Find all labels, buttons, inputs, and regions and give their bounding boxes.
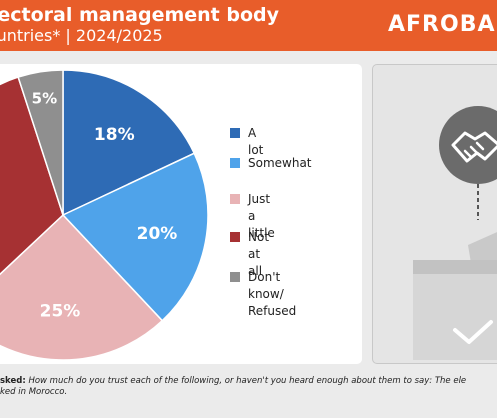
- ballot-box-icon: [413, 232, 497, 360]
- slice-label: 18%: [94, 125, 135, 145]
- legend-item-dont-know: Don't know/ Refused: [230, 269, 296, 320]
- legend-label: Somewhat: [248, 156, 312, 170]
- asked-label: sked:: [0, 376, 26, 386]
- legend-swatch: [230, 194, 240, 204]
- slice-a-lot: [62, 69, 196, 217]
- question-text: How much do you trust each of the follow…: [28, 376, 467, 386]
- slice-dont-know: [17, 69, 64, 216]
- legend-label: Don't know/ Refused: [248, 270, 297, 318]
- legend-item-just-a-little: Just a little: [230, 191, 275, 242]
- legend-item-a-lot: A lot: [230, 125, 263, 159]
- footer-note: sked: How much do you trust each of the …: [0, 376, 497, 398]
- legend-label: Not at all: [248, 230, 270, 278]
- slice-just-a-little: [0, 213, 164, 361]
- legend-label: A lot: [248, 126, 264, 157]
- slice-label: 25%: [40, 302, 81, 322]
- footer-sub-note: ked in Morocco.: [0, 387, 68, 397]
- slice-somewhat: [61, 152, 209, 322]
- slice-label: 20%: [137, 224, 178, 244]
- legend-label: Just a little: [248, 192, 275, 240]
- legend-swatch: [230, 158, 240, 168]
- page-title: electoral management body: [0, 4, 280, 26]
- legend-swatch: [230, 272, 240, 282]
- legend-item-somewhat: Somewhat: [230, 155, 312, 172]
- legend-item-not-at-all: Not at all: [230, 229, 269, 280]
- legend-swatch: [230, 232, 240, 242]
- slice-not-at-all: [0, 76, 64, 276]
- illustration-panel: [372, 64, 497, 364]
- afrobarometer-logo: AFROBARO: [388, 12, 497, 37]
- slice-label: 5%: [32, 90, 57, 108]
- page-subtitle: countries* | 2024/2025: [0, 26, 163, 45]
- legend-swatch: [230, 128, 240, 138]
- handshake-icon: [439, 106, 497, 220]
- header-banner: electoral management body countries* | 2…: [0, 0, 497, 51]
